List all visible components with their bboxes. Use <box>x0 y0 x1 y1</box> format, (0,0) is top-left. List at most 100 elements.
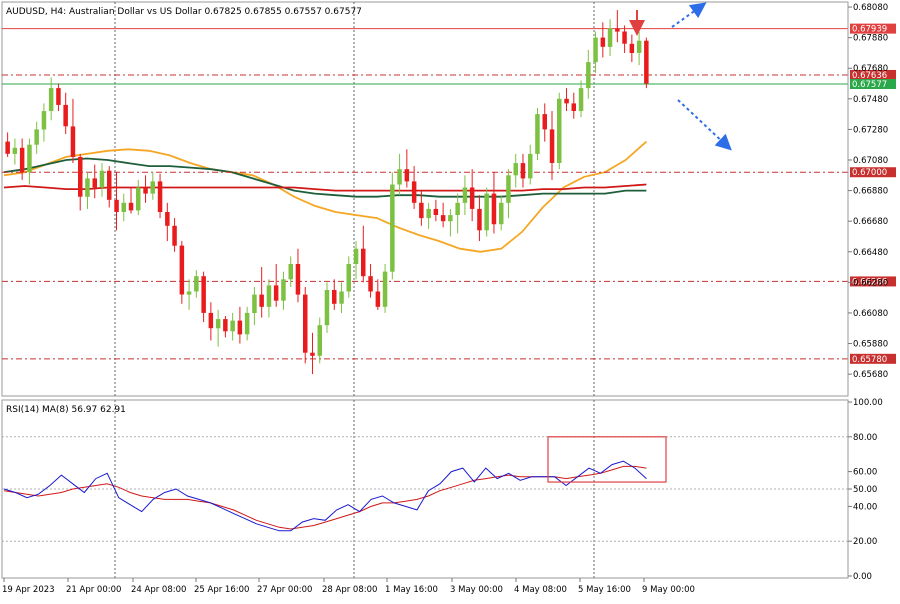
candle-body <box>121 202 126 212</box>
rsi-line <box>3 460 647 532</box>
candle-body <box>165 212 170 226</box>
candle-body <box>469 187 475 209</box>
candle-body <box>499 202 504 225</box>
candle-body <box>353 248 359 264</box>
price-tick-label: 0.66280 <box>853 278 888 288</box>
time-tick-label: 21 Apr 00:00 <box>66 585 121 595</box>
time-axis: 19 Apr 2023 21 Apr 00:00 24 Apr 08:00 25 Ap… <box>2 578 695 595</box>
candle-body <box>223 319 228 332</box>
level-price-label: 0.67000 <box>852 168 887 178</box>
candle-body <box>201 276 206 313</box>
price-tick-label: 0.68080 <box>853 3 888 13</box>
rsi-axis: 100.00 80.00 60.00 50.00 40.00 20.00 0.00 <box>847 398 883 582</box>
candle-body <box>528 153 533 179</box>
candle-body <box>382 271 388 307</box>
candle-body <box>644 40 649 84</box>
candle-body <box>411 181 417 203</box>
candle-body <box>484 193 489 231</box>
level-price-tag <box>850 276 896 287</box>
candle-body <box>440 215 446 222</box>
rsi-tick-label: 20.00 <box>853 537 877 547</box>
price-axis: 0.68080 0.67880 0.67680 0.67480 0.67280 0.670… <box>847 2 888 396</box>
candle-body <box>19 147 25 173</box>
candle-body <box>266 285 272 307</box>
time-tick-label: 4 May 08:00 <box>514 585 567 595</box>
candle-body <box>303 294 308 353</box>
candle-body <box>636 40 642 53</box>
candle-body <box>194 276 199 292</box>
candle-body <box>34 129 39 145</box>
rsi-highlight-box <box>547 436 667 483</box>
rsi-tick-label: 50.00 <box>853 485 877 495</box>
price-tick-label: 0.65880 <box>853 340 888 350</box>
candle-body <box>310 352 315 356</box>
candle-body <box>56 88 61 105</box>
time-tick-label: 3 May 00:00 <box>450 585 503 595</box>
time-tick-label: 19 Apr 2023 <box>2 585 55 595</box>
candle-body <box>128 202 134 211</box>
candle-body <box>593 37 598 63</box>
candle-body <box>85 178 90 197</box>
candle-body <box>208 312 214 329</box>
candle-body <box>215 319 221 329</box>
candle-body <box>12 147 18 154</box>
candle-body <box>179 245 185 295</box>
candle-body <box>426 208 431 219</box>
candle-body <box>390 184 395 272</box>
time-tick-label: 5 May 16:00 <box>578 585 631 595</box>
candle-body <box>136 187 141 211</box>
time-tick-label: 24 Apr 08:00 <box>131 585 186 595</box>
time-tick-label: 1 May 16:00 <box>385 585 438 595</box>
candle-body <box>339 291 344 304</box>
candle-body <box>571 103 576 111</box>
candle-body <box>324 290 330 326</box>
candle-body <box>281 279 286 301</box>
candle-body <box>462 187 468 203</box>
candle-body <box>230 320 235 332</box>
candle-body <box>578 88 584 111</box>
candle-body <box>375 291 381 307</box>
price-tick-label: 0.66680 <box>853 217 888 227</box>
candle-body <box>172 225 177 246</box>
rsi-label: RSI(14) MA(8) 56.97 62.91 <box>6 405 126 415</box>
candle-body <box>237 320 243 335</box>
candle-body <box>542 114 547 130</box>
candle-body <box>252 294 257 313</box>
rsi-tick-label: 40.00 <box>853 502 877 512</box>
price-tick-label: 0.67280 <box>853 125 888 135</box>
candle-body <box>143 187 148 194</box>
candle-body <box>346 264 351 292</box>
candle-body <box>404 169 410 182</box>
level-price-tag <box>850 353 896 364</box>
candle-body <box>288 264 293 280</box>
level-price-label: 0.67577 <box>852 80 887 90</box>
candle-body <box>448 215 453 222</box>
price-tick-label: 0.66080 <box>853 309 888 319</box>
time-tick-label: 28 Apr 08:00 <box>322 585 377 595</box>
candle-body <box>506 175 511 203</box>
candles <box>5 10 649 375</box>
candle-body <box>114 199 119 212</box>
candle-body <box>361 248 366 277</box>
candle-body <box>629 43 635 53</box>
candle-body <box>41 111 47 130</box>
candle-body <box>600 37 606 47</box>
candle-body <box>150 181 155 194</box>
candle-body <box>186 291 192 295</box>
price-tick-label: 0.66880 <box>853 187 888 197</box>
candle-body <box>244 312 250 335</box>
candle-body <box>513 163 518 176</box>
rsi-tick-label: 80.00 <box>853 433 877 443</box>
rsi-lines <box>3 436 667 532</box>
time-tick-label: 25 Apr 16:00 <box>194 585 249 595</box>
candle-body <box>607 28 613 47</box>
candle-body <box>157 181 163 212</box>
candle-body <box>477 208 482 231</box>
rsi-tick-label: 60.00 <box>853 468 877 478</box>
level-price-label: 0.65780 <box>852 355 887 365</box>
candle-body <box>535 114 540 154</box>
moving-average-line <box>3 157 647 198</box>
